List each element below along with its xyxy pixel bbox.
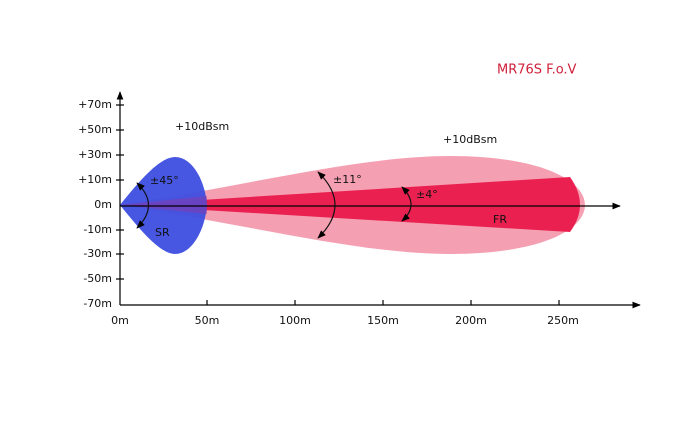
- fr-narrow-beam: [120, 177, 580, 232]
- y-tick-label: 0m: [94, 198, 112, 211]
- x-tick-label: 150m: [367, 314, 399, 327]
- annotation: +10dBsm: [175, 120, 229, 133]
- x-tick-label: 0m: [111, 314, 129, 327]
- x-tick-labels: 0m 50m 100m 150m 200m 250m: [111, 314, 579, 327]
- y-tick-label: +10m: [78, 173, 112, 186]
- y-tick-label: -30m: [83, 247, 112, 260]
- annotation: +10dBsm: [443, 133, 497, 146]
- overlap: [120, 196, 207, 214]
- title: MR76S F.o.V: [497, 63, 577, 78]
- annotation: FR: [493, 213, 507, 226]
- y-tick-label: -50m: [83, 272, 112, 285]
- fr-wide-angle-arc: [317, 171, 336, 239]
- y-tick-label: +30m: [78, 148, 112, 161]
- x-ticks: [206, 300, 560, 305]
- y-ticks: [116, 104, 124, 280]
- x-tick-label: 250m: [547, 314, 579, 327]
- annotation: ±45°: [150, 174, 179, 187]
- annotation: ±4°: [416, 188, 438, 201]
- x-tick-label: 50m: [195, 314, 220, 327]
- y-tick-label: +50m: [78, 123, 112, 136]
- annotation: SR: [155, 226, 170, 239]
- sr-angle-arc: [136, 182, 150, 229]
- annotation: ±11°: [333, 173, 362, 186]
- y-tick-labels: +70m +50m +30m +10m 0m -10m -30m -50m -7…: [78, 98, 112, 310]
- fr-narrow-angle-arc: [401, 186, 412, 222]
- y-tick-label: -70m: [83, 297, 112, 310]
- y-tick-label: +70m: [78, 98, 112, 111]
- x-tick-label: 100m: [279, 314, 311, 327]
- y-tick-label: -10m: [83, 223, 112, 236]
- x-tick-label: 200m: [455, 314, 487, 327]
